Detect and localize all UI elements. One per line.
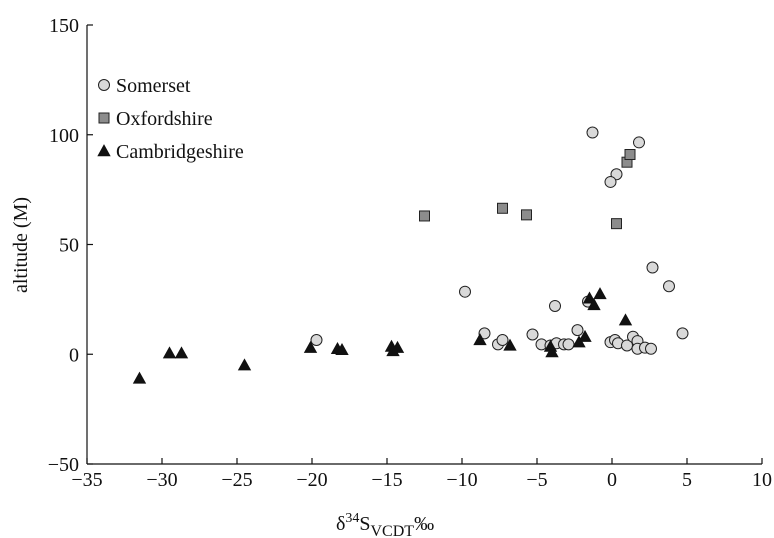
- somerset-point: [663, 280, 675, 293]
- cambridgeshire-point: [162, 346, 177, 359]
- x-tick-label: 5: [682, 469, 692, 491]
- somerset-point: [633, 136, 645, 149]
- x-axis-label-sup: 34: [345, 511, 359, 526]
- legend-oxfordshire-label: Oxfordshire: [116, 108, 213, 130]
- cambridgeshire-point: [587, 298, 601, 311]
- y-tick-label: 150: [49, 15, 79, 37]
- somerset-point: [478, 327, 491, 340]
- cambridgeshire-point: [593, 287, 607, 300]
- y-tick-label: 50: [59, 235, 79, 257]
- cambridgeshire-point: [545, 345, 559, 358]
- cambridgeshire-point: [237, 358, 252, 371]
- oxfordshire-point: [497, 202, 508, 214]
- cambridgeshire-point: [578, 329, 592, 342]
- legend-cambridgeshire-marker: [97, 144, 111, 157]
- cambridgeshire-point: [303, 340, 318, 353]
- y-tick-label: 100: [49, 125, 79, 147]
- x-tick-label: 10: [752, 469, 772, 491]
- x-axis-label-unit: ‰: [414, 513, 434, 535]
- cambridgeshire-point: [174, 346, 189, 359]
- legend: Somerset Oxfordshire Cambridgeshire: [97, 75, 244, 163]
- oxfordshire-point: [419, 210, 430, 222]
- somerset-point: [676, 327, 689, 340]
- cambridgeshire-point: [132, 371, 147, 384]
- somerset-point: [549, 299, 561, 312]
- somerset-point: [604, 175, 617, 188]
- x-tick-label: −25: [221, 469, 252, 491]
- y-axis-label: altitude (M): [10, 197, 32, 293]
- oxfordshire-point: [521, 209, 532, 221]
- oxfordshire-point: [624, 149, 636, 161]
- legend-cambridgeshire-label: Cambridgeshire: [116, 141, 244, 163]
- series-oxfordshire: [419, 149, 636, 230]
- cambridgeshire-point: [618, 313, 633, 326]
- oxfordshire-point: [611, 218, 622, 230]
- somerset-point: [310, 333, 323, 346]
- somerset-point: [645, 342, 657, 355]
- somerset-point: [646, 261, 659, 274]
- somerset-point: [496, 333, 509, 346]
- y-tick-label: 0: [69, 344, 79, 366]
- x-tick-label: −20: [296, 469, 327, 491]
- x-tick-label: −30: [146, 469, 177, 491]
- legend-somerset-marker: [98, 79, 110, 91]
- legend-oxfordshire-marker: [98, 112, 110, 124]
- cambridgeshire-point: [390, 340, 405, 353]
- legend-somerset-label: Somerset: [116, 75, 191, 97]
- data-points: [132, 126, 689, 384]
- somerset-point: [571, 324, 584, 337]
- series-cambridgeshire: [132, 287, 633, 384]
- x-tick-label: −10: [446, 469, 477, 491]
- cambridgeshire-point: [582, 291, 597, 304]
- x-axis-label-s: S: [359, 513, 370, 535]
- y-tick-label: −50: [48, 454, 79, 476]
- x-axis-label-sub: VCDT: [371, 523, 415, 538]
- somerset-point: [586, 126, 599, 139]
- somerset-point: [459, 285, 471, 298]
- x-tick-label: −35: [71, 469, 102, 491]
- cambridgeshire-point: [503, 338, 517, 351]
- somerset-point: [526, 328, 539, 341]
- somerset-point: [562, 338, 575, 351]
- cambridgeshire-point: [335, 343, 349, 356]
- x-tick-label: −5: [526, 469, 547, 491]
- x-axis-label: δ34SVCDT‰: [336, 511, 434, 538]
- x-tick-label: 0: [607, 469, 617, 491]
- x-tick-label: −15: [371, 469, 402, 491]
- x-axis-label-delta: δ: [336, 513, 345, 535]
- cambridgeshire-point: [473, 333, 487, 346]
